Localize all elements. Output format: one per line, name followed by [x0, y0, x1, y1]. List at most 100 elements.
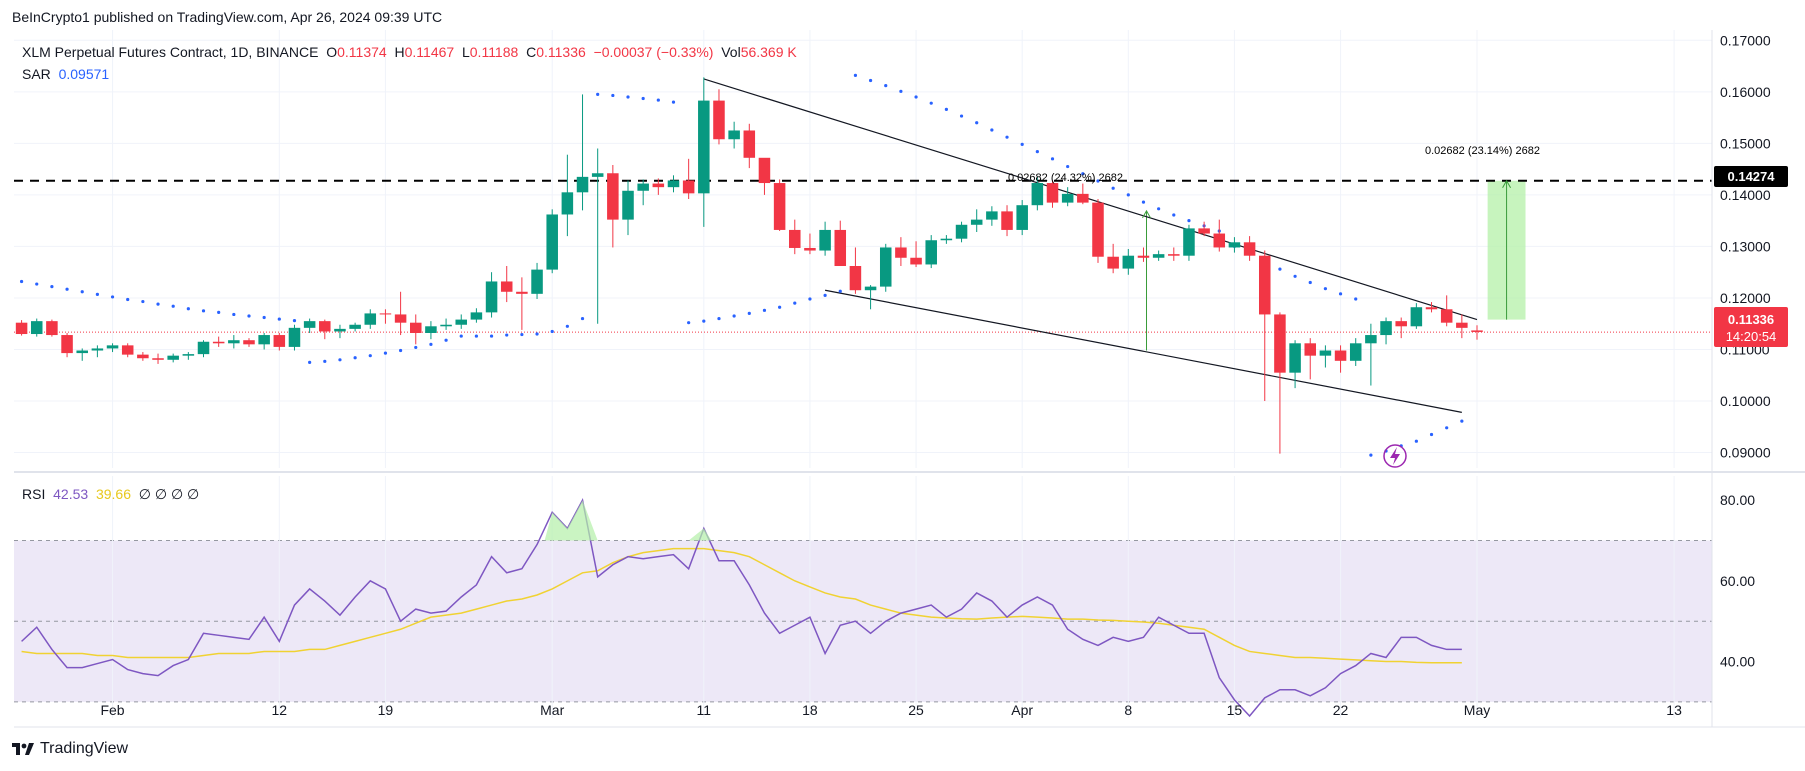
- candle: [955, 221, 968, 243]
- sar-dot: [550, 329, 554, 334]
- candle: [485, 272, 498, 318]
- candle: [789, 219, 801, 255]
- sar-dots: [19, 73, 1464, 457]
- candle: [1365, 323, 1377, 386]
- rsi-ma-line: [21, 547, 1462, 664]
- candle-body: [834, 229, 847, 267]
- candle-body: [531, 269, 543, 294]
- sar-dot: [35, 282, 39, 286]
- candle-body: [15, 322, 28, 335]
- sar-dot: [611, 93, 615, 98]
- rsi-axis: 80.00 60.00 40.00: [1720, 492, 1755, 669]
- candle-body: [76, 350, 88, 354]
- sar-dot: [868, 78, 873, 83]
- sar-dot: [1293, 274, 1297, 278]
- price-axis: 0.17000 0.16000 0.15000 0.14000 0.13000 0.120…: [1720, 32, 1771, 460]
- time-tick-label: 19: [378, 702, 394, 718]
- sar-dot: [823, 293, 827, 297]
- candle-body: [1122, 255, 1135, 269]
- rsi-legend[interactable]: RSI 42.53 39.66 ∅ ∅ ∅ ∅: [22, 486, 199, 503]
- candle-body: [986, 211, 998, 220]
- candle-body: [1380, 321, 1392, 336]
- symbol-legend[interactable]: XLM Perpetual Futures Contract, 1D, BINA…: [22, 44, 797, 60]
- sar-dot: [959, 114, 964, 118]
- sar-dot: [110, 295, 115, 299]
- candle: [1046, 180, 1059, 208]
- sar-dot: [687, 321, 691, 325]
- sar-dot: [838, 289, 842, 293]
- candle-body: [379, 313, 392, 315]
- sar-dot: [929, 101, 933, 105]
- candle-body: [30, 321, 43, 335]
- time-tick-label: 8: [1124, 702, 1132, 718]
- sar-dot: [323, 359, 327, 363]
- volume-label: Vol: [721, 44, 741, 60]
- sar-dot: [1338, 292, 1343, 296]
- candle-body: [1365, 335, 1377, 344]
- candle-body: [364, 313, 377, 325]
- sar-dot: [126, 297, 130, 302]
- candle: [607, 165, 619, 248]
- sar-dot: [368, 354, 372, 358]
- sar-dot: [1460, 419, 1464, 423]
- sar-dot: [1369, 453, 1373, 457]
- time-tick-label: Mar: [540, 702, 564, 718]
- candle-body: [106, 345, 119, 349]
- sar-dot: [732, 314, 736, 318]
- sar-legend[interactable]: SAR 0.09571: [22, 66, 109, 82]
- target-arrow-head: [1502, 179, 1512, 189]
- lightning-icon[interactable]: [1383, 444, 1407, 468]
- publisher-line: BeInCrypto1 published on TradingView.com…: [12, 9, 443, 25]
- candle: [667, 175, 680, 193]
- candle-body: [61, 335, 73, 354]
- rsi-overbought-fill: [544, 500, 712, 541]
- tradingview-footer[interactable]: TradingView: [12, 740, 128, 758]
- candle-body: [288, 327, 301, 347]
- sar-dot: [19, 279, 24, 284]
- sar-dot: [1429, 432, 1434, 437]
- candle: [622, 180, 634, 236]
- candle-body: [303, 321, 316, 328]
- candle-body: [955, 224, 968, 239]
- sar-dot: [535, 332, 539, 336]
- candle: [879, 243, 892, 292]
- sar-dot: [474, 334, 479, 338]
- candle-body: [879, 247, 892, 287]
- candle: [1440, 295, 1453, 327]
- candle: [121, 343, 134, 358]
- candle-body: [91, 348, 104, 351]
- sar-dot: [1187, 219, 1191, 223]
- sar-dot: [596, 92, 600, 97]
- candle: [546, 209, 558, 274]
- sar-dot: [383, 351, 388, 355]
- time-tick-label: 11: [697, 702, 712, 718]
- candle-body: [1152, 254, 1165, 258]
- candle: [819, 221, 831, 256]
- candle-body: [970, 219, 983, 225]
- candle-body: [637, 183, 649, 191]
- candle-body: [455, 319, 468, 325]
- sar-dot: [232, 312, 236, 317]
- trendlines: [703, 78, 1478, 413]
- candle-body: [622, 190, 634, 220]
- candle: [1456, 314, 1468, 339]
- candle-body: [910, 257, 922, 265]
- candle-body: [1274, 314, 1286, 373]
- sar-value: 0.09571: [58, 66, 110, 82]
- rsi-line: [21, 498, 1462, 718]
- sar-dot: [186, 307, 190, 311]
- candle: [1077, 183, 1089, 205]
- sar-label: SAR: [22, 66, 51, 82]
- candle: [167, 353, 179, 363]
- candle-body: [1228, 242, 1241, 248]
- rsi-ma-value: 39.66: [95, 486, 131, 502]
- candle-body: [500, 281, 513, 292]
- candle-body: [698, 100, 710, 194]
- price-grid: [14, 39, 1712, 454]
- candle-body: [409, 322, 422, 333]
- lightning-icon-ring: [1383, 444, 1407, 468]
- rsi-lines: [21, 498, 1462, 718]
- candle-body: [607, 173, 619, 220]
- sar-dot: [1172, 213, 1176, 217]
